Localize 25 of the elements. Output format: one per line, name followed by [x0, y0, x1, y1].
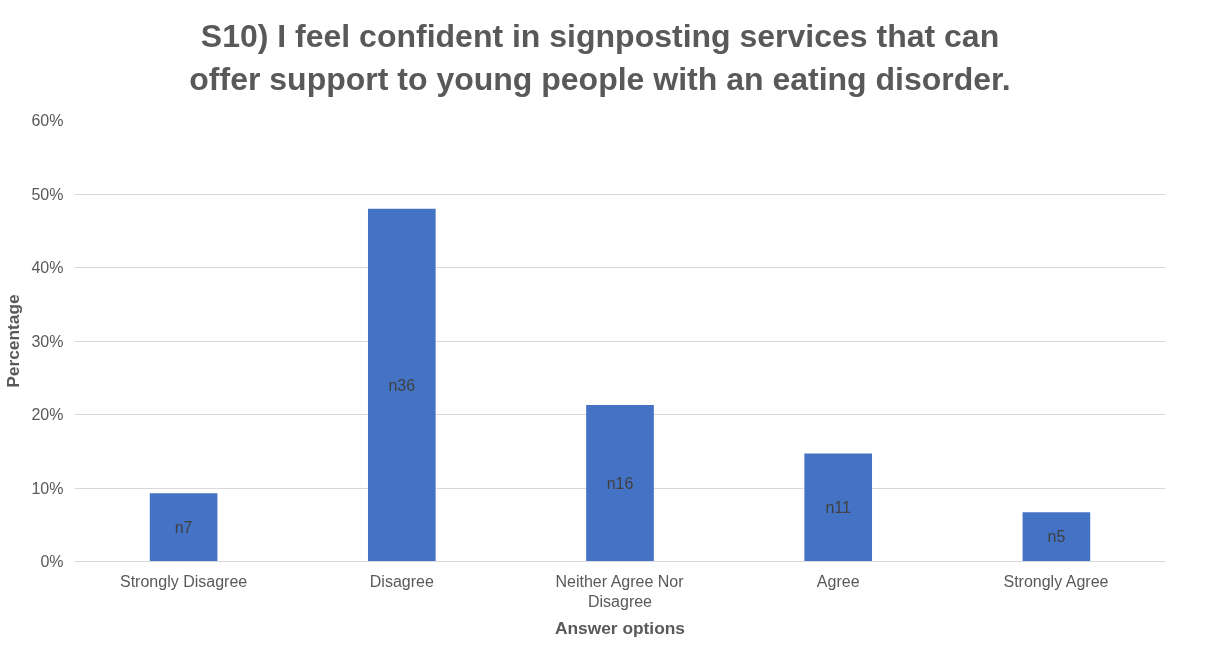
bar [149, 493, 218, 562]
x-tick-label: Neither Agree Nor Disagree [555, 572, 685, 610]
x-tick-label: Disagree [369, 572, 434, 590]
bar [367, 208, 436, 562]
y-tick-label: 10% [31, 479, 64, 497]
data-label: n5 [1047, 528, 1066, 546]
data-label: n16 [606, 474, 634, 492]
y-tick-label: 0% [40, 553, 64, 570]
x-axis-title: Answer options [555, 617, 685, 638]
y-tick-label: 20% [31, 406, 64, 423]
chart-title: S10) I feel confident in signposting services that can offer support to young people with an eating disorder. [188, 17, 1012, 100]
bar [804, 453, 873, 562]
x-tick-label: Strongly Disagree [120, 572, 248, 590]
data-label: n11 [825, 498, 852, 516]
y-axis-title: Percentage [3, 293, 24, 388]
y-tick-label: 60% [31, 112, 64, 129]
data-label: n36 [388, 376, 416, 394]
x-tick-label: Agree [816, 572, 860, 590]
data-label: n7 [174, 518, 193, 536]
y-tick-label: 50% [31, 185, 64, 203]
y-tick-label: 40% [31, 259, 64, 276]
x-tick-label: Strongly Agree [1003, 572, 1109, 590]
bar [1022, 512, 1091, 562]
y-tick-label: 30% [31, 332, 64, 350]
bar [586, 404, 654, 562]
